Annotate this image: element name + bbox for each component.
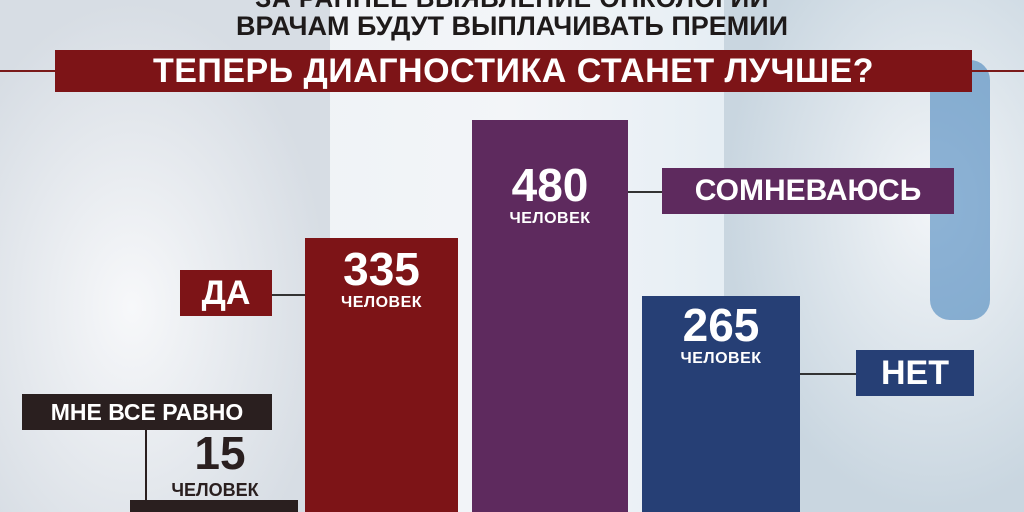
connector-no bbox=[800, 373, 858, 375]
value-yes: 335 bbox=[343, 243, 420, 296]
question-banner: ТЕПЕРЬ ДИАГНОСТИКА СТАНЕТ ЛУЧШЕ? bbox=[55, 50, 972, 92]
unit-indifferent: ЧЕЛОВЕК bbox=[171, 480, 259, 500]
headline-line-0: ЗА РАННЕЕ ВЫЯВЛЕНИЕ ОНКОЛОГИИ bbox=[0, 0, 1024, 11]
label-doubt: СОМНЕВАЮСЬ bbox=[662, 168, 954, 214]
value-no: 265 bbox=[682, 298, 760, 351]
unit-yes: ЧЕЛОВЕК bbox=[340, 294, 423, 312]
value-doubt: 480 bbox=[511, 159, 589, 211]
connector-yes bbox=[270, 294, 305, 296]
bar-no: 265 ЧЕЛОВЕК bbox=[642, 295, 800, 512]
label-yes: ДА bbox=[180, 270, 272, 316]
value-indifferent: 15 bbox=[194, 427, 246, 479]
bar-indifferent bbox=[130, 499, 298, 512]
connector-indifferent bbox=[145, 430, 147, 500]
bar-yes: 335 ЧЕЛОВЕК bbox=[305, 238, 458, 512]
headline-line-1: ВРАЧАМ БУДУТ ВЫПЛАЧИВАТЬ ПРЕМИИ bbox=[235, 11, 789, 41]
unit-no: ЧЕЛОВЕК bbox=[680, 349, 762, 367]
connector-doubt bbox=[628, 191, 664, 193]
label-indifferent: МНЕ ВСЕ РАВНО bbox=[22, 394, 272, 430]
label-no: НЕТ bbox=[856, 350, 974, 396]
unit-doubt: ЧЕЛОВЕК bbox=[509, 210, 591, 227]
bar-doubt: 480 ЧЕЛОВЕК bbox=[472, 120, 628, 512]
